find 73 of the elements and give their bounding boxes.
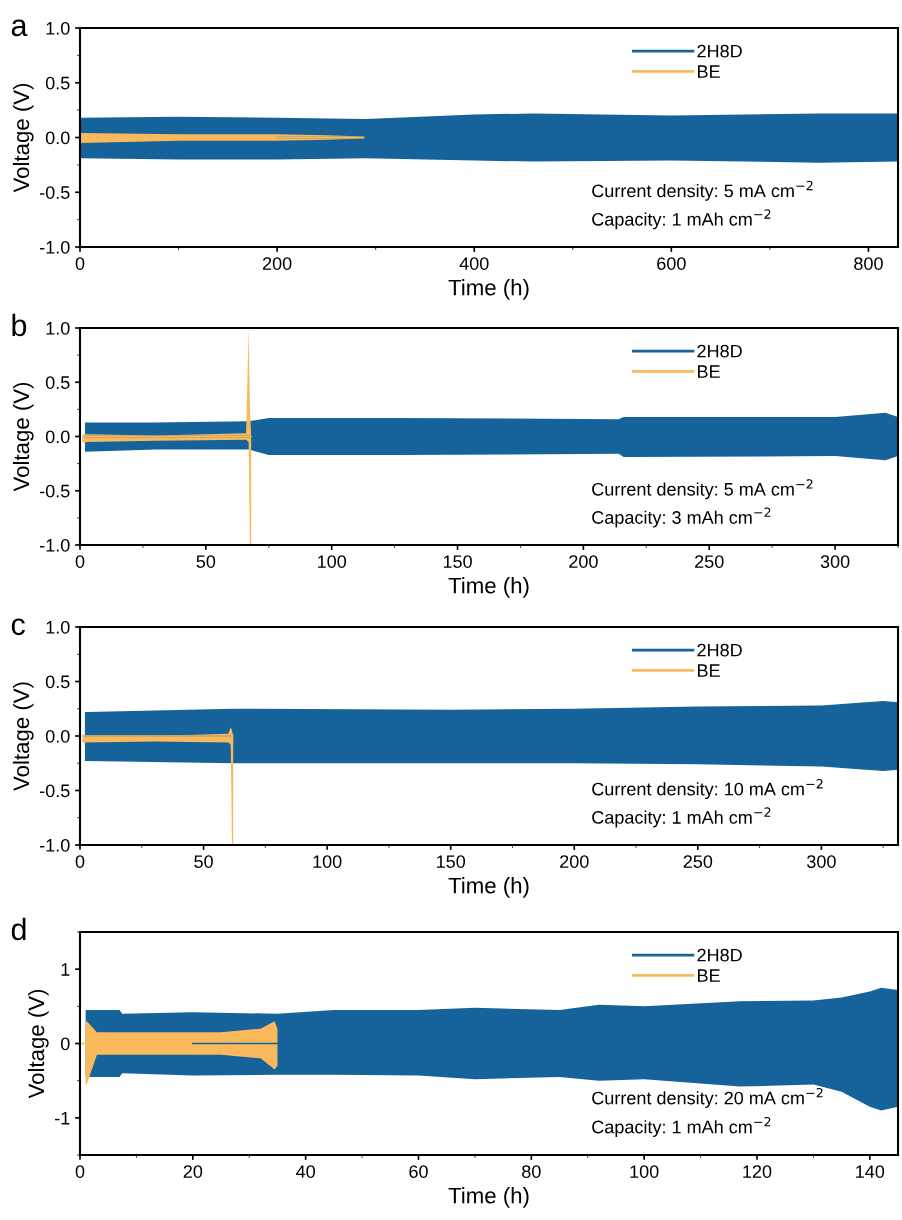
x-tick-label: 60 bbox=[409, 1165, 428, 1178]
x-tick-label: 200 bbox=[569, 555, 598, 568]
y-tick-label: 0.5 bbox=[45, 76, 70, 90]
legend-label: BE bbox=[698, 969, 720, 982]
x-tick-label: 50 bbox=[196, 555, 216, 568]
y-tick-label: 0.0 bbox=[45, 729, 70, 743]
x-tick-label: 150 bbox=[437, 855, 466, 868]
y-tick-label: 0 bbox=[60, 1037, 70, 1051]
y-tick-label: -0.5 bbox=[39, 186, 70, 199]
y-tick-label: 0.5 bbox=[45, 675, 70, 689]
x-axis-title: Time (h) bbox=[448, 577, 529, 598]
x-tick-label: 140 bbox=[856, 1165, 885, 1178]
annotation: Capacity: 3 mAh cm$^{−2}$ bbox=[592, 507, 771, 528]
chart-title: c bbox=[11, 618, 25, 636]
y-tick-label: 1 bbox=[61, 963, 70, 976]
y-axis-title: Voltage (V) bbox=[27, 989, 49, 1099]
x-tick-label: 20 bbox=[183, 1165, 203, 1178]
y-axis-title: Voltage (V) bbox=[12, 83, 34, 193]
x-tick-label: 300 bbox=[807, 855, 836, 868]
legend-label: 2H8D bbox=[697, 44, 742, 58]
chart-title: d bbox=[11, 917, 26, 941]
legend-label: BE bbox=[698, 65, 720, 78]
legend-label: 2H8D bbox=[697, 344, 742, 358]
legend-label: BE bbox=[698, 365, 720, 378]
y-tick-label: 0.0 bbox=[45, 430, 70, 444]
x-tick-label: 250 bbox=[683, 855, 713, 868]
y-axis-title: Voltage (V) bbox=[12, 682, 34, 791]
y-tick-label: -0.5 bbox=[39, 784, 70, 798]
y-tick-label: -1 bbox=[55, 1111, 70, 1125]
y-tick-label: 1.0 bbox=[46, 21, 70, 35]
x-tick-label: 0 bbox=[75, 1165, 85, 1178]
annotation: Current density: 10 mA cm$^{−2}$ bbox=[592, 779, 823, 800]
y-tick-label: 0.5 bbox=[45, 376, 70, 389]
x-tick-label: 40 bbox=[296, 1165, 315, 1178]
annotation: Current density: 20 mA cm$^{−2}$ bbox=[592, 1087, 823, 1108]
x-tick-label: 400 bbox=[459, 257, 489, 270]
x-tick-label: 100 bbox=[318, 555, 347, 568]
annotation: Current density: 5 mA cm$^{−2}$ bbox=[592, 180, 813, 201]
x-tick-label: 50 bbox=[194, 855, 213, 868]
y-tick-label: 1.0 bbox=[46, 321, 70, 335]
y-tick-label: 0.0 bbox=[45, 131, 70, 145]
x-tick-label: 0 bbox=[75, 257, 85, 270]
x-tick-label: 250 bbox=[695, 555, 724, 568]
y-tick-label: 1.0 bbox=[46, 620, 70, 634]
annotation: Capacity: 1 mAh cm$^{−2}$ bbox=[592, 209, 771, 230]
x-tick-label: 200 bbox=[262, 257, 292, 270]
x-tick-label: 100 bbox=[313, 855, 342, 868]
legend-label: BE bbox=[698, 664, 720, 677]
annotation: Capacity: 1 mAh cm$^{−2}$ bbox=[592, 1116, 771, 1137]
x-axis-title: Time (h) bbox=[448, 877, 529, 898]
legend-label: 2H8D bbox=[697, 643, 742, 657]
x-tick-label: 0 bbox=[75, 555, 85, 568]
y-axis-title: Voltage (V) bbox=[12, 382, 34, 492]
y-tick-label: -1.0 bbox=[39, 240, 70, 254]
y-tick-label: -0.5 bbox=[39, 484, 70, 498]
x-tick-label: 600 bbox=[657, 257, 686, 270]
x-tick-label: 200 bbox=[560, 855, 589, 868]
annotation: Capacity: 1 mAh cm$^{−2}$ bbox=[592, 807, 771, 828]
x-axis-title: Time (h) bbox=[448, 279, 529, 300]
annotation: Current density: 5 mA cm$^{−2}$ bbox=[592, 479, 813, 500]
x-tick-label: 80 bbox=[522, 1165, 541, 1178]
x-tick-label: 150 bbox=[443, 555, 472, 568]
x-tick-label: 800 bbox=[854, 257, 883, 270]
y-tick-label: -1.0 bbox=[39, 538, 70, 552]
y-tick-label: -1.0 bbox=[39, 838, 70, 852]
chart-title: a bbox=[11, 19, 28, 37]
chart-title: b bbox=[12, 313, 27, 337]
x-tick-label: 100 bbox=[630, 1165, 659, 1178]
x-tick-label: 0 bbox=[75, 855, 85, 868]
x-axis-title: Time (h) bbox=[448, 1187, 529, 1208]
legend-label: 2H8D bbox=[697, 948, 742, 962]
x-tick-label: 120 bbox=[743, 1165, 772, 1178]
x-tick-label: 300 bbox=[820, 555, 850, 568]
